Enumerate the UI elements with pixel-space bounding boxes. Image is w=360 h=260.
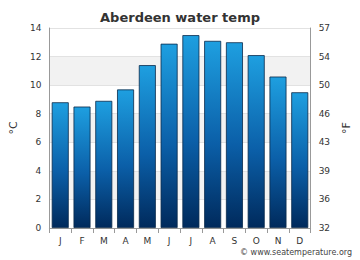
svg-text:6: 6 <box>36 137 42 147</box>
svg-text:57: 57 <box>319 23 330 33</box>
svg-text:8: 8 <box>36 109 42 119</box>
svg-text:Aberdeen water temp: Aberdeen water temp <box>100 10 260 25</box>
svg-text:D: D <box>296 236 303 246</box>
svg-text:°C: °C <box>7 121 20 135</box>
svg-text:M: M <box>143 236 151 246</box>
svg-text:© www.seatemperature.org: © www.seatemperature.org <box>240 248 352 257</box>
svg-text:A: A <box>210 236 217 246</box>
svg-text:M: M <box>100 236 108 246</box>
svg-text:54: 54 <box>319 52 331 62</box>
svg-text:14: 14 <box>30 23 42 33</box>
svg-text:J: J <box>189 236 193 246</box>
svg-text:°F: °F <box>340 122 353 134</box>
svg-text:36: 36 <box>319 194 331 204</box>
svg-text:46: 46 <box>319 109 331 119</box>
svg-text:32: 32 <box>319 223 330 233</box>
svg-text:43: 43 <box>319 137 330 147</box>
svg-text:39: 39 <box>319 166 331 176</box>
svg-text:J: J <box>167 236 171 246</box>
svg-text:J: J <box>58 236 62 246</box>
svg-text:2: 2 <box>36 194 42 204</box>
svg-text:10: 10 <box>30 80 42 90</box>
svg-text:A: A <box>122 236 129 246</box>
svg-text:O: O <box>253 236 260 246</box>
svg-text:S: S <box>232 236 238 246</box>
svg-text:F: F <box>79 236 84 246</box>
svg-text:4: 4 <box>36 166 42 176</box>
svg-text:50: 50 <box>319 80 331 90</box>
svg-text:N: N <box>275 236 282 246</box>
svg-text:12: 12 <box>30 52 41 62</box>
svg-text:0: 0 <box>36 223 42 233</box>
